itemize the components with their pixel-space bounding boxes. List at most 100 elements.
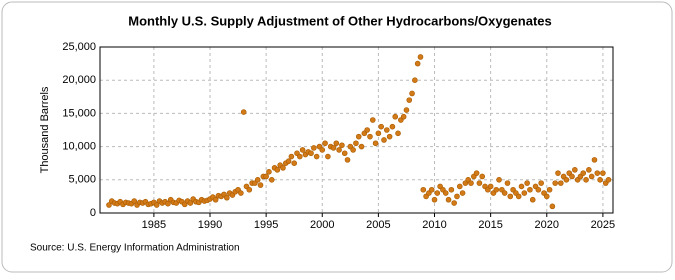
point — [431, 196, 438, 203]
point — [527, 186, 533, 193]
point — [454, 193, 460, 200]
point — [291, 160, 297, 166]
point — [555, 170, 561, 176]
point — [501, 190, 508, 196]
point — [479, 173, 486, 180]
point — [344, 157, 351, 163]
point — [594, 170, 601, 176]
y-tick-label: 20,000 — [62, 74, 96, 86]
point — [451, 200, 457, 206]
point — [378, 123, 384, 130]
point — [280, 165, 286, 171]
point — [583, 177, 589, 183]
point — [588, 173, 595, 180]
point — [240, 109, 247, 115]
point — [529, 196, 536, 203]
point — [563, 177, 570, 183]
x-tick-label: 2005 — [366, 219, 390, 231]
point — [535, 186, 542, 193]
point — [504, 180, 511, 186]
point — [330, 145, 337, 151]
point — [409, 90, 415, 97]
point — [515, 193, 522, 200]
point — [403, 107, 410, 113]
point — [442, 190, 449, 196]
point — [299, 147, 306, 153]
point — [476, 180, 483, 186]
point — [507, 193, 514, 200]
y-tick-label: 5,000 — [68, 174, 96, 186]
point — [319, 147, 326, 153]
x-tick-label: 2020 — [535, 219, 559, 231]
point — [375, 130, 382, 137]
point — [572, 167, 578, 173]
point — [266, 169, 272, 175]
point — [493, 186, 500, 193]
point — [372, 140, 379, 147]
point — [524, 180, 530, 186]
point — [428, 186, 435, 193]
x-tick-label: 2000 — [310, 219, 334, 231]
point — [395, 130, 401, 137]
x-tick-label: 1985 — [142, 219, 166, 231]
plot-area — [99, 46, 614, 214]
point — [353, 140, 359, 147]
point — [355, 133, 362, 140]
point — [165, 200, 171, 207]
point — [605, 177, 612, 183]
x-tick-label: 2015 — [478, 219, 502, 231]
point — [406, 97, 413, 103]
point — [549, 203, 556, 210]
point — [384, 127, 390, 133]
point — [420, 186, 427, 193]
point — [322, 140, 328, 147]
y-axis-label: Thousand Barrels — [39, 86, 51, 173]
point — [552, 180, 558, 186]
point — [297, 153, 303, 160]
point — [456, 183, 463, 190]
point — [473, 170, 480, 176]
point — [246, 186, 253, 193]
point — [580, 170, 587, 176]
point — [591, 157, 598, 163]
x-tick-label: 1990 — [198, 219, 222, 231]
point — [586, 167, 592, 173]
y-tick-label: 10,000 — [62, 141, 96, 153]
point — [392, 113, 399, 120]
point — [389, 123, 396, 130]
point — [434, 190, 441, 196]
point — [518, 183, 525, 190]
source: Source: U.S. Energy Information Administ… — [30, 243, 240, 254]
point — [274, 167, 281, 173]
point — [569, 173, 575, 180]
point — [521, 190, 528, 196]
point — [288, 153, 295, 160]
point — [339, 142, 345, 149]
point — [487, 183, 494, 190]
point — [543, 193, 550, 200]
y-tick-label: 25,000 — [62, 41, 96, 53]
point — [263, 173, 269, 180]
x-tick-label: 1995 — [254, 219, 278, 231]
point — [386, 133, 393, 140]
point — [268, 177, 275, 183]
point — [538, 180, 544, 186]
point — [336, 147, 342, 153]
point — [459, 190, 466, 196]
point — [350, 147, 356, 153]
frame — [1, 1, 673, 273]
point — [546, 186, 553, 193]
point — [333, 140, 340, 147]
y-tick-label: 15,000 — [62, 107, 96, 119]
x-tick-label: 2010 — [422, 219, 446, 231]
point — [257, 182, 264, 188]
point — [400, 113, 407, 120]
point — [414, 60, 421, 67]
point — [308, 150, 314, 157]
point — [381, 137, 387, 143]
point — [212, 196, 219, 203]
point — [358, 143, 365, 150]
point — [106, 202, 112, 208]
point — [153, 202, 160, 208]
